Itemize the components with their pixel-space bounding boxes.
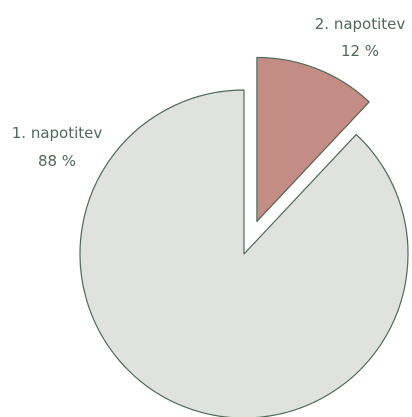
pie-labels: 1. napotitev 88 % 2. napotitev 12 % — [12, 15, 406, 170]
slice-label-name-2: 2. napotitev — [315, 15, 406, 33]
slice-label-value-1: 88 % — [38, 152, 76, 170]
slice-label-name-1: 1. napotitev — [12, 124, 103, 142]
slice-label-value-2: 12 % — [341, 42, 379, 60]
pie-slice-1 — [79, 89, 409, 417]
pie-slices — [79, 56, 409, 417]
pie-slice-2 — [256, 56, 370, 223]
